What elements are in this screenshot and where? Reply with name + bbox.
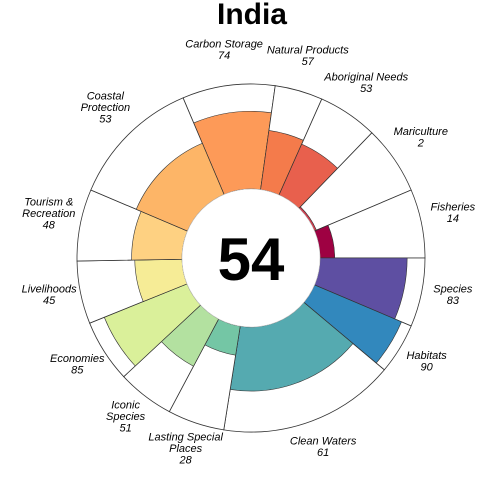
- petal-value: 2: [417, 137, 424, 149]
- petal-label: Iconic Species: [106, 399, 146, 423]
- center-circle: [181, 188, 321, 328]
- petal-label: Carbon Storage: [185, 38, 263, 50]
- petal-label: Mariculture: [394, 126, 448, 138]
- petal-value: 74: [218, 50, 230, 62]
- petal-label: Tourism & Recreation: [22, 197, 75, 221]
- petal-value: 53: [360, 83, 373, 95]
- chart-title: India: [217, 0, 287, 31]
- petal-label: Species: [433, 284, 473, 296]
- petal-label: Fisheries: [431, 201, 476, 213]
- petal-label: Aboriginal Needs: [323, 72, 408, 84]
- petal-value: 83: [447, 295, 460, 307]
- petal-value: 48: [43, 220, 56, 232]
- petal-label: Lasting Special Places: [148, 431, 223, 455]
- petal-value: 85: [71, 365, 84, 377]
- petal-value: 57: [302, 56, 315, 68]
- petal-value: 51: [119, 422, 131, 434]
- center-score: 54: [218, 226, 285, 293]
- petal-value: 28: [179, 454, 193, 466]
- petal-value: 61: [317, 447, 329, 459]
- petal-label: Clean Waters: [290, 435, 357, 447]
- petal-label: Natural Products: [267, 44, 349, 56]
- petal-value: 53: [99, 113, 112, 125]
- petal-label: Coastal Protection: [81, 90, 131, 114]
- petal-value: 45: [43, 295, 56, 307]
- petal-label: Habitats: [406, 350, 447, 362]
- petal-value: 90: [421, 362, 434, 374]
- petal-label: Livelihoods: [22, 284, 78, 296]
- petal-label: Economies: [50, 353, 105, 365]
- petal-value: 14: [447, 213, 459, 225]
